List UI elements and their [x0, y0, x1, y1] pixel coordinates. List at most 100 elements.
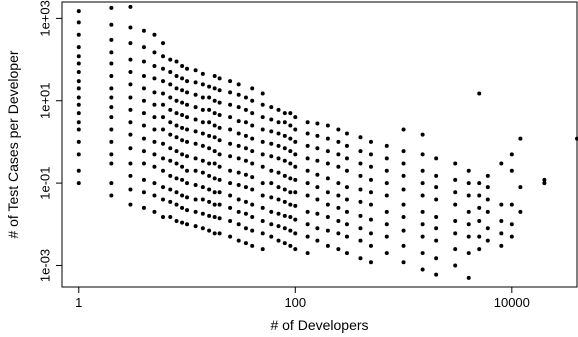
- data-point: [485, 197, 490, 202]
- data-point: [243, 185, 248, 190]
- data-point: [260, 247, 265, 252]
- data-point: [212, 149, 217, 154]
- data-point: [260, 164, 265, 169]
- y-tick-label: 1e-03: [37, 249, 52, 282]
- data-point: [128, 132, 133, 137]
- data-point: [193, 197, 198, 202]
- data-point: [420, 234, 425, 239]
- data-point: [180, 100, 185, 105]
- data-point: [161, 79, 166, 84]
- data-point: [485, 238, 490, 243]
- data-point: [250, 228, 255, 233]
- data-point: [109, 139, 114, 144]
- data-point: [185, 222, 190, 227]
- data-point: [293, 231, 298, 236]
- data-point: [344, 222, 349, 227]
- data-point: [228, 141, 233, 146]
- data-point: [466, 168, 471, 173]
- data-point: [288, 136, 293, 141]
- data-point: [368, 231, 373, 236]
- data-point: [344, 209, 349, 214]
- data-point: [260, 91, 265, 96]
- data-point: [305, 251, 310, 256]
- data-point: [228, 234, 233, 239]
- data-point: [168, 120, 173, 125]
- data-point: [315, 121, 320, 126]
- data-point: [185, 90, 190, 95]
- data-point: [305, 143, 310, 148]
- data-point: [228, 181, 233, 186]
- data-point: [509, 152, 514, 157]
- data-point: [250, 187, 255, 192]
- data-point: [168, 107, 173, 112]
- data-point: [193, 92, 198, 97]
- data-point: [466, 251, 471, 256]
- data-point: [344, 185, 349, 190]
- data-point: [207, 84, 212, 89]
- data-point: [109, 181, 114, 186]
- data-point: [243, 95, 248, 100]
- data-point: [293, 247, 298, 252]
- data-point: [109, 61, 114, 66]
- data-point: [109, 5, 114, 10]
- data-point: [358, 187, 363, 192]
- data-point: [276, 156, 281, 161]
- data-point: [276, 131, 281, 136]
- data-point: [282, 199, 287, 204]
- data-point: [420, 209, 425, 214]
- data-point: [243, 158, 248, 163]
- data-point: [109, 73, 114, 78]
- data-point: [293, 127, 298, 132]
- data-point: [185, 168, 190, 173]
- data-point: [109, 22, 114, 27]
- data-point: [315, 185, 320, 190]
- data-point: [358, 199, 363, 204]
- data-point: [293, 139, 298, 144]
- data-point: [161, 102, 166, 107]
- data-point: [185, 127, 190, 132]
- data-point: [276, 211, 281, 216]
- data-point: [276, 143, 281, 148]
- data-point: [76, 45, 81, 50]
- data-point: [228, 79, 233, 84]
- data-point: [76, 32, 81, 37]
- data-point: [368, 202, 373, 207]
- data-point: [477, 205, 482, 210]
- data-point: [293, 217, 298, 222]
- data-point: [212, 202, 217, 207]
- data-point: [288, 215, 293, 220]
- data-point: [207, 107, 212, 112]
- data-point: [236, 209, 241, 214]
- data-point: [315, 211, 320, 216]
- data-point: [152, 63, 157, 68]
- data-point: [384, 156, 389, 161]
- data-point: [260, 219, 265, 224]
- data-point: [193, 129, 198, 134]
- data-point: [368, 164, 373, 169]
- data-point: [109, 105, 114, 110]
- data-point: [207, 173, 212, 178]
- data-point: [128, 82, 133, 87]
- data-point: [152, 127, 157, 132]
- data-point: [325, 176, 330, 181]
- data-point: [250, 86, 255, 91]
- data-point: [109, 193, 114, 198]
- data-point: [185, 79, 190, 84]
- data-point: [336, 139, 341, 144]
- data-point: [76, 102, 81, 107]
- data-point: [336, 152, 341, 157]
- data-point: [336, 219, 341, 224]
- data-point: [152, 102, 157, 107]
- data-point: [141, 59, 146, 64]
- data-point: [152, 76, 157, 81]
- data-point: [243, 146, 248, 151]
- data-point: [200, 197, 205, 202]
- data-point: [76, 69, 81, 74]
- data-point: [260, 152, 265, 157]
- data-point: [434, 272, 439, 277]
- data-point: [260, 115, 265, 120]
- data-point: [368, 177, 373, 182]
- data-point: [76, 9, 81, 14]
- data-point: [152, 164, 157, 169]
- data-point: [76, 95, 81, 100]
